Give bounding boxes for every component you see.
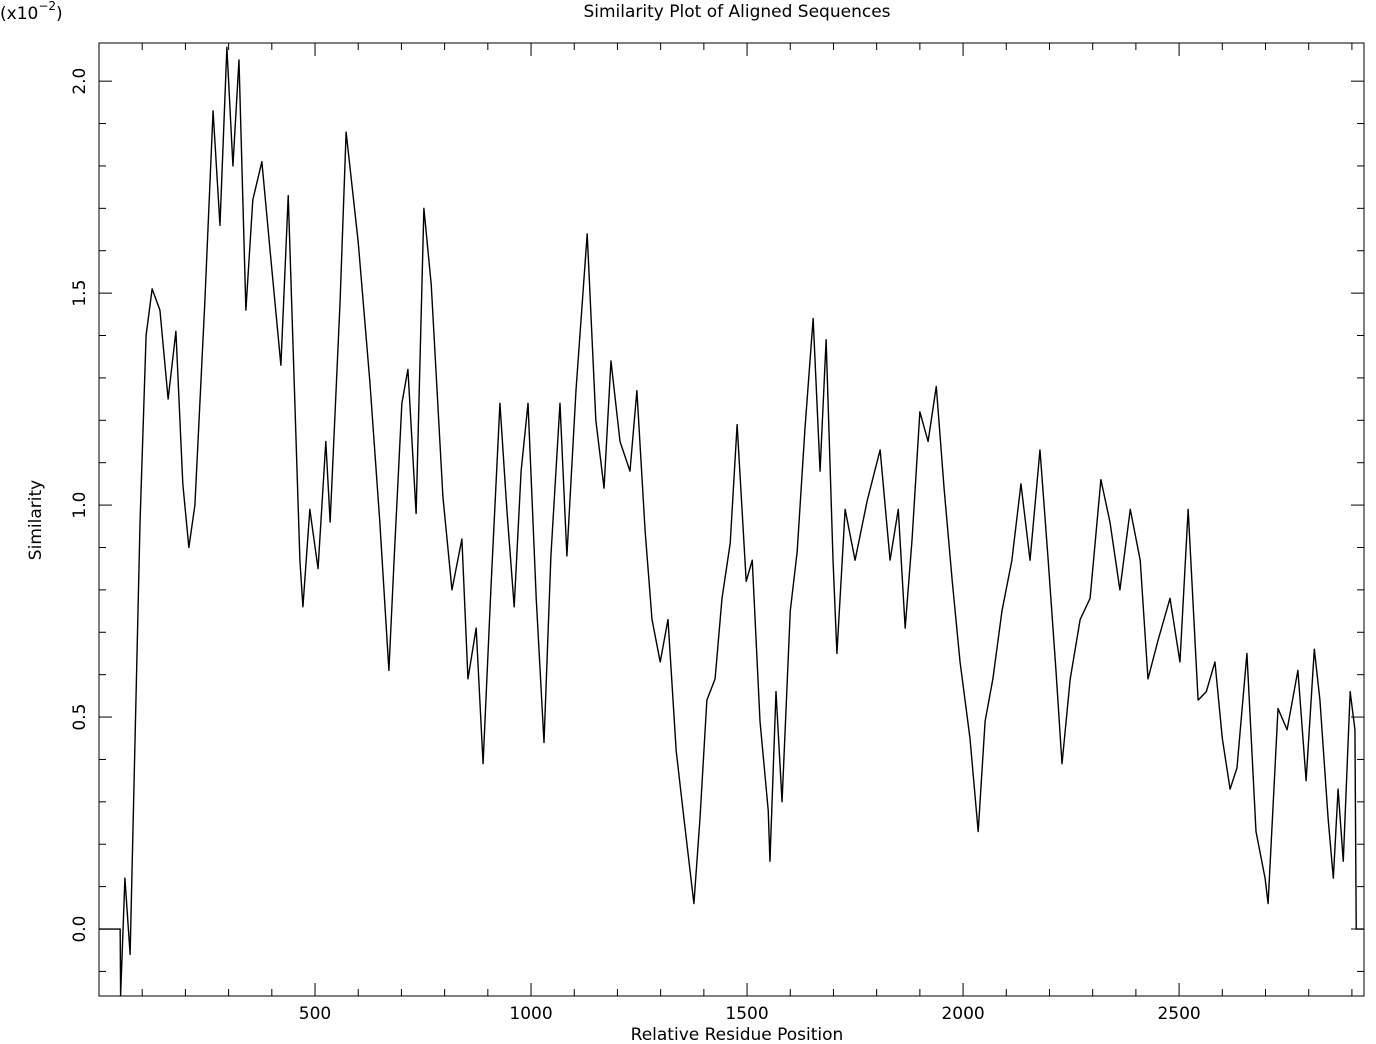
y-scale-exponent: −2 (38, 0, 56, 13)
y-tick-label: 0.5 (70, 704, 90, 731)
y-scale-close: ) (56, 4, 63, 24)
y-scale-label: (x10−2) (0, 0, 63, 24)
x-tick-label: 2000 (941, 1004, 984, 1024)
x-tick-label: 1500 (725, 1004, 768, 1024)
y-axis-label: Similarity (26, 480, 46, 560)
x-axis-label: Relative Residue Position (631, 1025, 844, 1044)
chart-title: Similarity Plot of Aligned Sequences (583, 2, 890, 22)
x-tick-label: 2500 (1157, 1004, 1200, 1024)
x-tick-label: 1000 (509, 1004, 552, 1024)
plot-frame (98, 42, 1365, 997)
x-tick-label: 500 (299, 1004, 331, 1024)
y-tick-label: 1.0 (70, 492, 90, 519)
y-tick-label: 0.0 (70, 915, 90, 942)
similarity-line (99, 46, 1364, 996)
y-scale-base: (x10 (0, 4, 38, 24)
y-tick-label: 1.5 (70, 280, 90, 307)
y-tick-label: 2.0 (70, 68, 90, 95)
